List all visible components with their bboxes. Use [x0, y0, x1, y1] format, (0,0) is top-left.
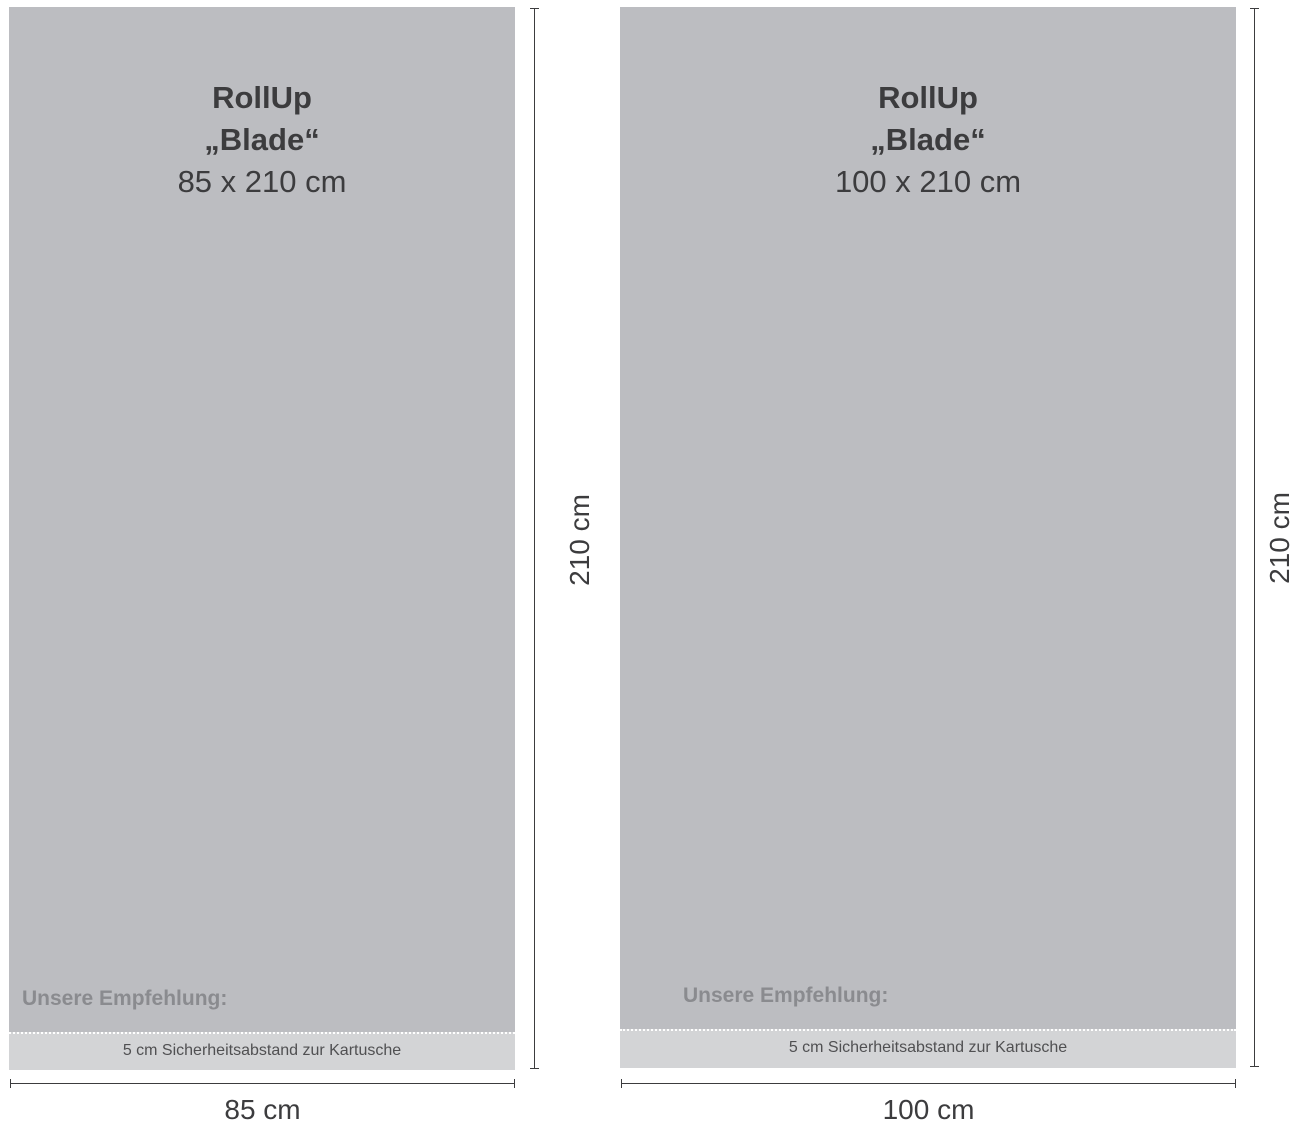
width-tick-right-2 — [1235, 1079, 1236, 1088]
rollup-panel-100: RollUp „Blade“ 100 x 210 cm Unsere Empfe… — [620, 7, 1236, 1068]
safety-zone: 5 cm Sicherheitsabstand zur Kartusche — [620, 1029, 1236, 1068]
rollup-panel-85: RollUp „Blade“ 85 x 210 cm Unsere Empfeh… — [9, 7, 515, 1070]
recommendation-label: Unsere Empfehlung: — [22, 987, 228, 1010]
safety-note: 5 cm Sicherheitsabstand zur Kartusche — [788, 1039, 1068, 1056]
height-tick-bottom-2 — [1250, 1066, 1259, 1067]
product-model: „Blade“ — [870, 122, 986, 157]
product-model: „Blade“ — [204, 122, 320, 157]
panel-title: RollUp „Blade“ 100 x 210 cm — [620, 77, 1236, 203]
height-tick-top-1 — [530, 8, 539, 9]
product-size: 85 x 210 cm — [177, 164, 347, 199]
safety-zone: 5 cm Sicherheitsabstand zur Kartusche — [9, 1032, 515, 1070]
height-tick-bottom-1 — [530, 1068, 539, 1069]
product-name: RollUp — [212, 80, 312, 115]
width-dimension-line-1 — [10, 1083, 515, 1084]
width-label-1: 85 cm — [224, 1094, 301, 1125]
height-tick-top-2 — [1250, 8, 1259, 9]
recommendation-label: Unsere Empfehlung: — [683, 984, 889, 1007]
height-dimension-line-2 — [1254, 8, 1255, 1067]
product-size: 100 x 210 cm — [834, 164, 1022, 199]
width-label-2: 100 cm — [882, 1094, 975, 1125]
height-label-1: 210 cm — [564, 494, 595, 586]
width-dimension-line-2 — [621, 1083, 1236, 1084]
height-label-2: 210 cm — [1264, 492, 1295, 584]
width-tick-left-1 — [10, 1079, 11, 1088]
product-name: RollUp — [878, 80, 978, 115]
width-tick-right-1 — [514, 1079, 515, 1088]
panel-title: RollUp „Blade“ 85 x 210 cm — [9, 77, 515, 203]
safety-note: 5 cm Sicherheitsabstand zur Kartusche — [122, 1042, 402, 1059]
width-tick-left-2 — [621, 1079, 622, 1088]
height-dimension-line-1 — [534, 8, 535, 1069]
